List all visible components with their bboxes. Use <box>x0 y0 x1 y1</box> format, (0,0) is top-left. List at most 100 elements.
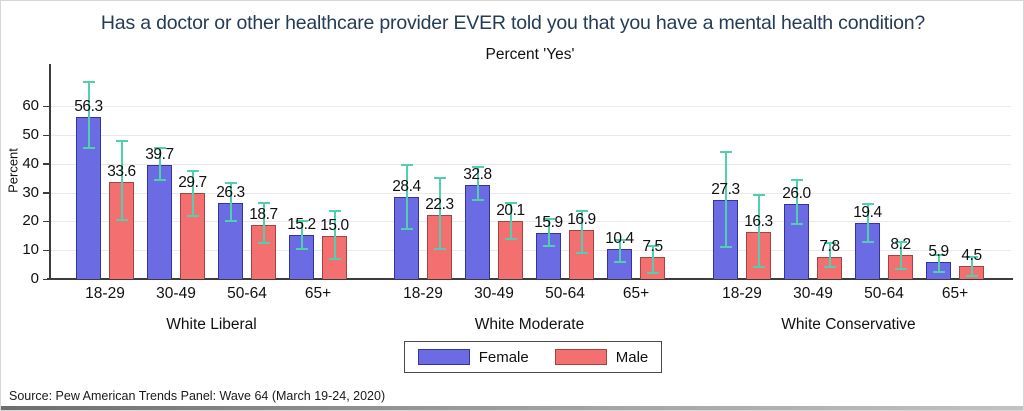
source-note: Source: Pew American Trends Panel: Wave … <box>9 389 386 403</box>
error-bar-cap-top <box>542 217 555 220</box>
x-tick-label: 30-49 <box>474 285 514 302</box>
error-bar-cap-top <box>115 139 128 142</box>
y-tick-label: 20 <box>22 212 39 230</box>
gridline <box>49 163 1011 165</box>
bar-value-label: 16.9 <box>567 211 596 229</box>
bar-value-label: 5.9 <box>928 243 949 260</box>
error-bar-cap-bottom <box>542 244 555 247</box>
legend: Female Male <box>404 341 662 373</box>
error-bar <box>899 241 902 269</box>
x-tick-label: 18-29 <box>722 285 762 302</box>
y-tick-mark <box>43 249 49 252</box>
error-bar <box>757 195 760 268</box>
error-bar-cap-bottom <box>965 275 978 278</box>
error-bar <box>405 165 408 229</box>
error-bar-cap-top <box>433 177 446 180</box>
y-tick-label: 0 <box>30 270 39 287</box>
error-bar-cap-bottom <box>861 240 874 243</box>
y-tick-label: 30 <box>22 183 39 201</box>
bar-value-label: 7.5 <box>642 238 663 256</box>
error-bar-cap-top <box>719 151 732 154</box>
error-bar <box>618 240 621 262</box>
error-bar-cap-top <box>257 201 270 204</box>
error-bar-cap-bottom <box>328 257 341 260</box>
error-bar <box>651 245 654 274</box>
gridline <box>49 106 1011 108</box>
error-bar-cap-top <box>613 239 626 242</box>
error-bar-cap-top <box>400 164 413 167</box>
x-tick-label: 30-49 <box>156 285 196 302</box>
y-tick-label: 10 <box>22 241 39 259</box>
group-label: White Conservative <box>781 316 916 333</box>
error-bar-cap-bottom <box>790 223 803 226</box>
error-bar-cap-bottom <box>153 178 166 181</box>
bar-value-label: 26.0 <box>782 185 811 203</box>
error-bar <box>229 182 232 222</box>
error-bar-cap-top <box>823 242 836 244</box>
chart-title: Has a doctor or other healthcare provide… <box>100 12 926 34</box>
error-bar-cap-bottom <box>752 266 765 269</box>
bar-female <box>855 223 880 279</box>
bottom-edge-strip <box>1 406 1023 410</box>
y-tick-mark <box>43 278 49 280</box>
error-bar <box>158 147 161 180</box>
male-swatch-icon <box>554 349 607 365</box>
error-bar <box>547 218 550 246</box>
x-tick-label: 65+ <box>941 285 969 302</box>
error-bar-cap-bottom <box>433 247 446 250</box>
bar-value-label: 7.8 <box>819 237 840 255</box>
error-bar-cap-top <box>894 240 907 243</box>
bar-value-label: 28.4 <box>392 178 421 196</box>
bar-value-label: 56.3 <box>74 97 103 115</box>
y-tick-label: 50 <box>22 126 39 143</box>
gridline <box>49 135 1011 136</box>
group-label: White Moderate <box>474 316 585 333</box>
error-bar-cap-bottom <box>932 270 945 273</box>
error-bar <box>300 221 303 249</box>
legend-label-male: Male <box>615 348 649 366</box>
gridline <box>49 221 1011 223</box>
error-bar-cap-bottom <box>823 266 836 269</box>
y-tick-mark <box>43 134 49 136</box>
x-tick-label: 18-29 <box>85 285 125 302</box>
error-bar-cap-bottom <box>115 218 128 221</box>
bar-value-label: 39.7 <box>145 145 174 163</box>
error-bar-cap-top <box>646 244 659 247</box>
error-bar-cap-top <box>471 165 484 168</box>
bar-value-label: 27.3 <box>711 181 740 199</box>
error-bar-cap-bottom <box>295 247 308 250</box>
error-bar <box>866 204 869 242</box>
error-bar-cap-top <box>790 178 803 181</box>
error-bar-cap-bottom <box>504 237 517 240</box>
error-bar-cap-top <box>575 210 588 213</box>
y-tick-mark <box>43 105 49 108</box>
error-bar-cap-top <box>965 256 978 259</box>
error-bar-cap-top <box>224 181 237 184</box>
x-tick-label: 18-29 <box>403 285 443 302</box>
error-bar <box>937 254 940 272</box>
x-tick-label: 65+ <box>622 285 650 302</box>
y-axis-line <box>49 64 51 279</box>
error-bar-cap-top <box>82 80 95 83</box>
error-bar <box>191 171 194 216</box>
x-tick-label: 50-64 <box>545 285 585 302</box>
bar-value-label: 22.3 <box>425 195 454 213</box>
y-tick-mark <box>43 220 49 223</box>
bar-value-label: 4.5 <box>961 247 982 265</box>
bar-value-label: 10.4 <box>605 230 634 248</box>
error-bar-cap-bottom <box>646 272 659 275</box>
gridline <box>49 192 1011 194</box>
bar-value-label: 15.0 <box>320 216 349 234</box>
bar-value-label: 19.4 <box>853 204 882 222</box>
error-bar-cap-top <box>504 201 517 204</box>
error-bar-cap-top <box>153 146 166 149</box>
y-tick-label: 60 <box>22 97 39 115</box>
bar-value-label: 20.1 <box>496 202 525 220</box>
legend-entry-male: Male <box>554 348 649 366</box>
bar-female <box>218 203 243 279</box>
error-bar-cap-bottom <box>82 146 95 149</box>
error-bar <box>724 152 727 248</box>
error-bar <box>438 178 441 249</box>
error-bar-cap-bottom <box>257 242 270 244</box>
